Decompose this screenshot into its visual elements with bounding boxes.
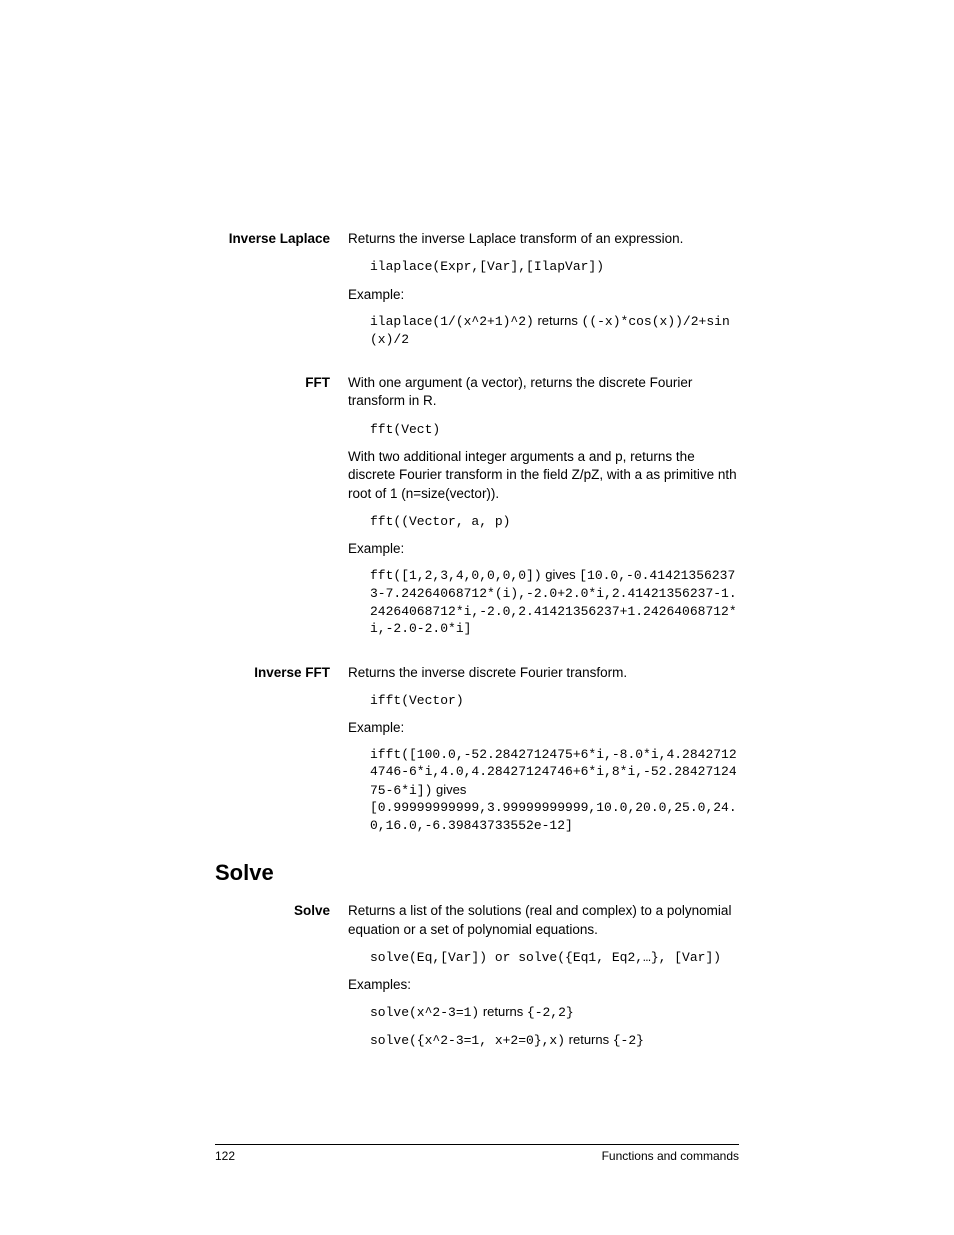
code-post: {-2}	[613, 1033, 644, 1048]
example-label: Examples:	[348, 976, 739, 994]
example-code-2: solve({x^2-3=1, x+2=0},x) returns {-2}	[370, 1031, 739, 1050]
entry-label: Solve	[215, 902, 348, 1059]
entry-content: Returns a list of the solutions (real an…	[348, 902, 739, 1059]
code-pre: ilaplace(1/(x^2+1)^2)	[370, 314, 534, 329]
code-pre: solve({x^2-3=1, x+2=0},x)	[370, 1033, 565, 1048]
entry-content: Returns the inverse Laplace transform of…	[348, 230, 739, 358]
entry-desc: Returns the inverse Laplace transform of…	[348, 230, 739, 248]
code-mid: gives	[432, 782, 466, 797]
entry-label: FFT	[215, 374, 348, 648]
code-mid: returns	[479, 1004, 527, 1019]
entry-solve: Solve Returns a list of the solutions (r…	[215, 902, 739, 1059]
footer-title: Functions and commands	[602, 1149, 739, 1163]
code-mid: gives	[542, 567, 580, 582]
code-post: [0.99999999999,3.99999999999,10.0,20.0,2…	[370, 800, 737, 833]
entry-desc2: With two additional integer arguments a …	[348, 448, 739, 503]
entry-content: Returns the inverse discrete Fourier tra…	[348, 664, 739, 845]
entry-inverse-fft: Inverse FFT Returns the inverse discrete…	[215, 664, 739, 845]
syntax-code: solve(Eq,[Var]) or solve({Eq1, Eq2,…}, […	[370, 949, 739, 967]
section-header-solve: Solve	[215, 860, 739, 886]
example-code: fft([1,2,3,4,0,0,0,0]) gives [10.0,-0.41…	[370, 566, 739, 637]
code-pre: solve(x^2-3=1)	[370, 1005, 479, 1020]
entry-desc: With one argument (a vector), returns th…	[348, 374, 739, 410]
code-mid: returns	[534, 313, 582, 328]
code-mid: returns	[565, 1032, 613, 1047]
example-label: Example:	[348, 286, 739, 304]
entry-label: Inverse FFT	[215, 664, 348, 845]
entry-desc: Returns a list of the solutions (real an…	[348, 902, 739, 938]
syntax-code2: fft((Vector, a, p)	[370, 513, 739, 531]
code-post: {-2,2}	[527, 1005, 574, 1020]
example-label: Example:	[348, 540, 739, 558]
entry-content: With one argument (a vector), returns th…	[348, 374, 739, 648]
entry-desc: Returns the inverse discrete Fourier tra…	[348, 664, 739, 682]
example-code: ifft([100.0,-52.2842712475+6*i,-8.0*i,4.…	[370, 746, 739, 835]
example-code: ilaplace(1/(x^2+1)^2) returns ((-x)*cos(…	[370, 312, 739, 348]
syntax-code: fft(Vect)	[370, 421, 739, 439]
example-code-1: solve(x^2-3=1) returns {-2,2}	[370, 1003, 739, 1022]
entry-label: Inverse Laplace	[215, 230, 348, 358]
syntax-code: ifft(Vector)	[370, 692, 739, 710]
code-pre: fft([1,2,3,4,0,0,0,0])	[370, 568, 542, 583]
syntax-code: ilaplace(Expr,[Var],[IlapVar])	[370, 258, 739, 276]
code-pre: ifft([100.0,-52.2842712475+6*i,-8.0*i,4.…	[370, 747, 737, 798]
example-label: Example:	[348, 719, 739, 737]
entry-fft: FFT With one argument (a vector), return…	[215, 374, 739, 648]
page-footer: 122 Functions and commands	[215, 1144, 739, 1163]
entry-inverse-laplace: Inverse Laplace Returns the inverse Lapl…	[215, 230, 739, 358]
page-number: 122	[215, 1149, 235, 1163]
